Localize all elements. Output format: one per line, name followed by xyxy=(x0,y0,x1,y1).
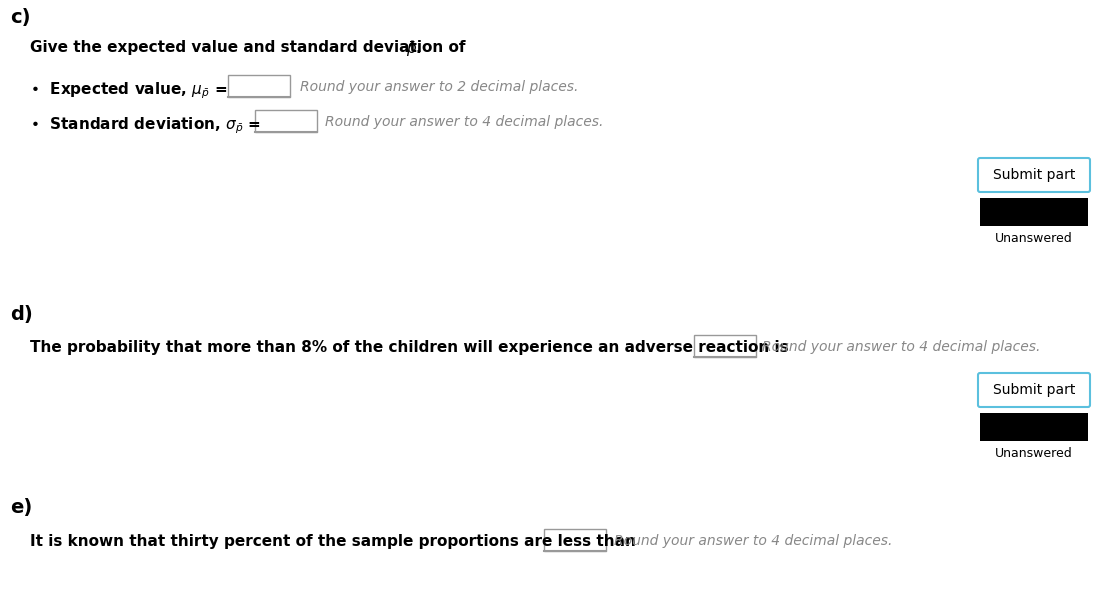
Text: Unanswered: Unanswered xyxy=(995,447,1073,460)
Text: •  Expected value, $\mu_{\bar{p}}$ =: • Expected value, $\mu_{\bar{p}}$ = xyxy=(30,80,227,101)
Text: The probability that more than 8% of the children will experience an adverse rea: The probability that more than 8% of the… xyxy=(30,340,788,355)
Text: d): d) xyxy=(10,305,33,324)
Bar xyxy=(255,110,317,132)
Text: Submit part: Submit part xyxy=(993,383,1075,397)
Text: Unanswered: Unanswered xyxy=(995,232,1073,245)
Text: Round your answer to 4 decimal places.: Round your answer to 4 decimal places. xyxy=(325,115,604,129)
Text: It is known that thirty percent of the sample proportions are less than: It is known that thirty percent of the s… xyxy=(30,534,636,549)
Text: e): e) xyxy=(10,498,32,517)
Text: Submit part: Submit part xyxy=(993,168,1075,182)
Text: Round your answer to 4 decimal places.: Round your answer to 4 decimal places. xyxy=(614,534,893,548)
Text: c): c) xyxy=(10,8,31,27)
Bar xyxy=(981,198,1088,226)
Bar xyxy=(694,335,757,357)
FancyBboxPatch shape xyxy=(978,158,1090,192)
Bar xyxy=(544,529,606,551)
Text: •  Standard deviation, $\sigma_{\bar{p}}$ =: • Standard deviation, $\sigma_{\bar{p}}$… xyxy=(30,115,261,136)
Bar xyxy=(981,413,1088,441)
Text: Give the expected value and standard deviation of: Give the expected value and standard dev… xyxy=(30,40,471,55)
FancyBboxPatch shape xyxy=(978,373,1090,407)
Text: Round your answer to 4 decimal places.: Round your answer to 4 decimal places. xyxy=(762,340,1041,354)
Text: Round your answer to 2 decimal places.: Round your answer to 2 decimal places. xyxy=(300,80,579,94)
Text: $\bar{p}$.: $\bar{p}$. xyxy=(406,40,422,59)
Bar xyxy=(228,75,290,97)
